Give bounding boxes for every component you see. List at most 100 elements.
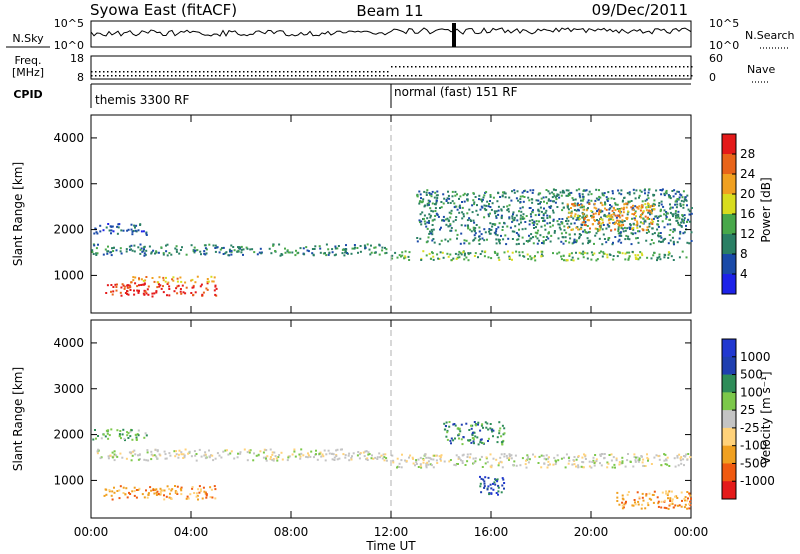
power-colorbar-swatch xyxy=(722,214,736,235)
freq-point xyxy=(207,75,209,77)
nave-point xyxy=(583,66,585,68)
nave-point xyxy=(443,66,445,68)
x-tick-label: 20:00 xyxy=(574,525,609,539)
nave-point xyxy=(259,71,261,73)
nave-point xyxy=(619,66,621,68)
nave-point xyxy=(95,71,97,73)
freq-point xyxy=(463,75,465,77)
nave-point xyxy=(487,66,489,68)
freq-point xyxy=(199,75,201,77)
power-ytick-label: 4000 xyxy=(53,131,84,145)
velocity-colorbar-tick: -500 xyxy=(740,456,767,470)
nave-point xyxy=(143,71,145,73)
power-colorbar-tick: 20 xyxy=(740,187,755,201)
freq-point xyxy=(387,75,389,77)
nave-point xyxy=(219,71,221,73)
nave-point xyxy=(315,71,317,73)
freq-point xyxy=(343,75,345,77)
nave-point xyxy=(323,71,325,73)
freq-point xyxy=(615,75,617,77)
freq-point xyxy=(347,75,349,77)
nave-point xyxy=(379,71,381,73)
freq-point xyxy=(155,75,157,77)
power-axes: 1000 2000 3000 4000 xyxy=(53,131,691,282)
nave-point xyxy=(547,66,549,68)
nave-point xyxy=(575,66,577,68)
freq-point xyxy=(611,75,613,77)
nave-point xyxy=(439,66,441,68)
freq-point xyxy=(451,75,453,77)
nave-point xyxy=(667,66,669,68)
freq-point xyxy=(327,75,329,77)
nave-point xyxy=(347,71,349,73)
x-tick-label: 00:00 xyxy=(674,525,709,539)
freq-point xyxy=(103,75,105,77)
freq-point xyxy=(119,75,121,77)
velocity-ytick-label: 3000 xyxy=(53,382,84,396)
nave-point xyxy=(679,66,681,68)
nave-point xyxy=(571,66,573,68)
nave-point xyxy=(395,66,397,68)
freq-point xyxy=(319,75,321,77)
freq-point xyxy=(235,75,237,77)
velocity-colorbar-tick: -100 xyxy=(740,439,767,453)
nave-point xyxy=(423,66,425,68)
velocity-axes: 1000 2000 3000 4000 xyxy=(53,336,691,487)
nave-point xyxy=(99,71,101,73)
nave-point xyxy=(243,71,245,73)
nave-point xyxy=(359,71,361,73)
nave-point xyxy=(171,71,173,73)
nave-point xyxy=(623,66,625,68)
power-data xyxy=(91,115,693,313)
nave-point xyxy=(535,66,537,68)
nave-point xyxy=(431,66,433,68)
noise-tick-right-top: 10^5 xyxy=(709,17,739,30)
nave-point xyxy=(127,71,129,73)
freq-unit-label: [MHz] xyxy=(12,66,44,79)
freq-point xyxy=(683,75,685,77)
nave-point xyxy=(331,71,333,73)
nave-point xyxy=(615,66,617,68)
nave-point xyxy=(147,71,149,73)
nave-point xyxy=(183,71,185,73)
power-colorbar: 28 24 20 16 12 8 4 xyxy=(721,133,755,295)
nave-point xyxy=(367,71,369,73)
nave-point xyxy=(655,66,657,68)
freq-point xyxy=(247,75,249,77)
nave-point xyxy=(111,71,113,73)
freq-point xyxy=(395,75,397,77)
power-feature xyxy=(105,282,218,298)
freq-point xyxy=(479,75,481,77)
freq-point xyxy=(315,75,317,77)
cpid-mode-0: themis 3300 RF xyxy=(95,93,189,107)
freq-point xyxy=(403,75,405,77)
nave-point xyxy=(327,71,329,73)
noise-search-label: N.Search xyxy=(745,29,795,42)
nave-point xyxy=(427,66,429,68)
freq-point xyxy=(627,75,629,77)
nave-point xyxy=(239,71,241,73)
freq-point xyxy=(231,75,233,77)
velocity-colorbar-swatch xyxy=(722,481,736,500)
power-colorbar-swatch xyxy=(722,154,736,175)
freq-point xyxy=(455,75,457,77)
nave-point xyxy=(403,66,405,68)
nave-point xyxy=(507,66,509,68)
freq-point xyxy=(267,75,269,77)
freq-point xyxy=(459,75,461,77)
nave-point xyxy=(319,71,321,73)
noise-sky-line xyxy=(90,27,692,40)
nave-point xyxy=(383,71,385,73)
noise-sky-label: N.Sky xyxy=(12,32,44,45)
nave-point xyxy=(211,71,213,73)
nave-point xyxy=(591,66,593,68)
noise-gap-marker xyxy=(452,23,456,47)
x-tick-label: 12:00 xyxy=(374,525,409,539)
power-panel xyxy=(90,114,692,314)
freq-label: Freq. xyxy=(14,54,41,67)
nave-point xyxy=(271,71,273,73)
nave-point xyxy=(503,66,505,68)
nave-point xyxy=(251,71,253,73)
velocity-feature xyxy=(443,421,506,446)
